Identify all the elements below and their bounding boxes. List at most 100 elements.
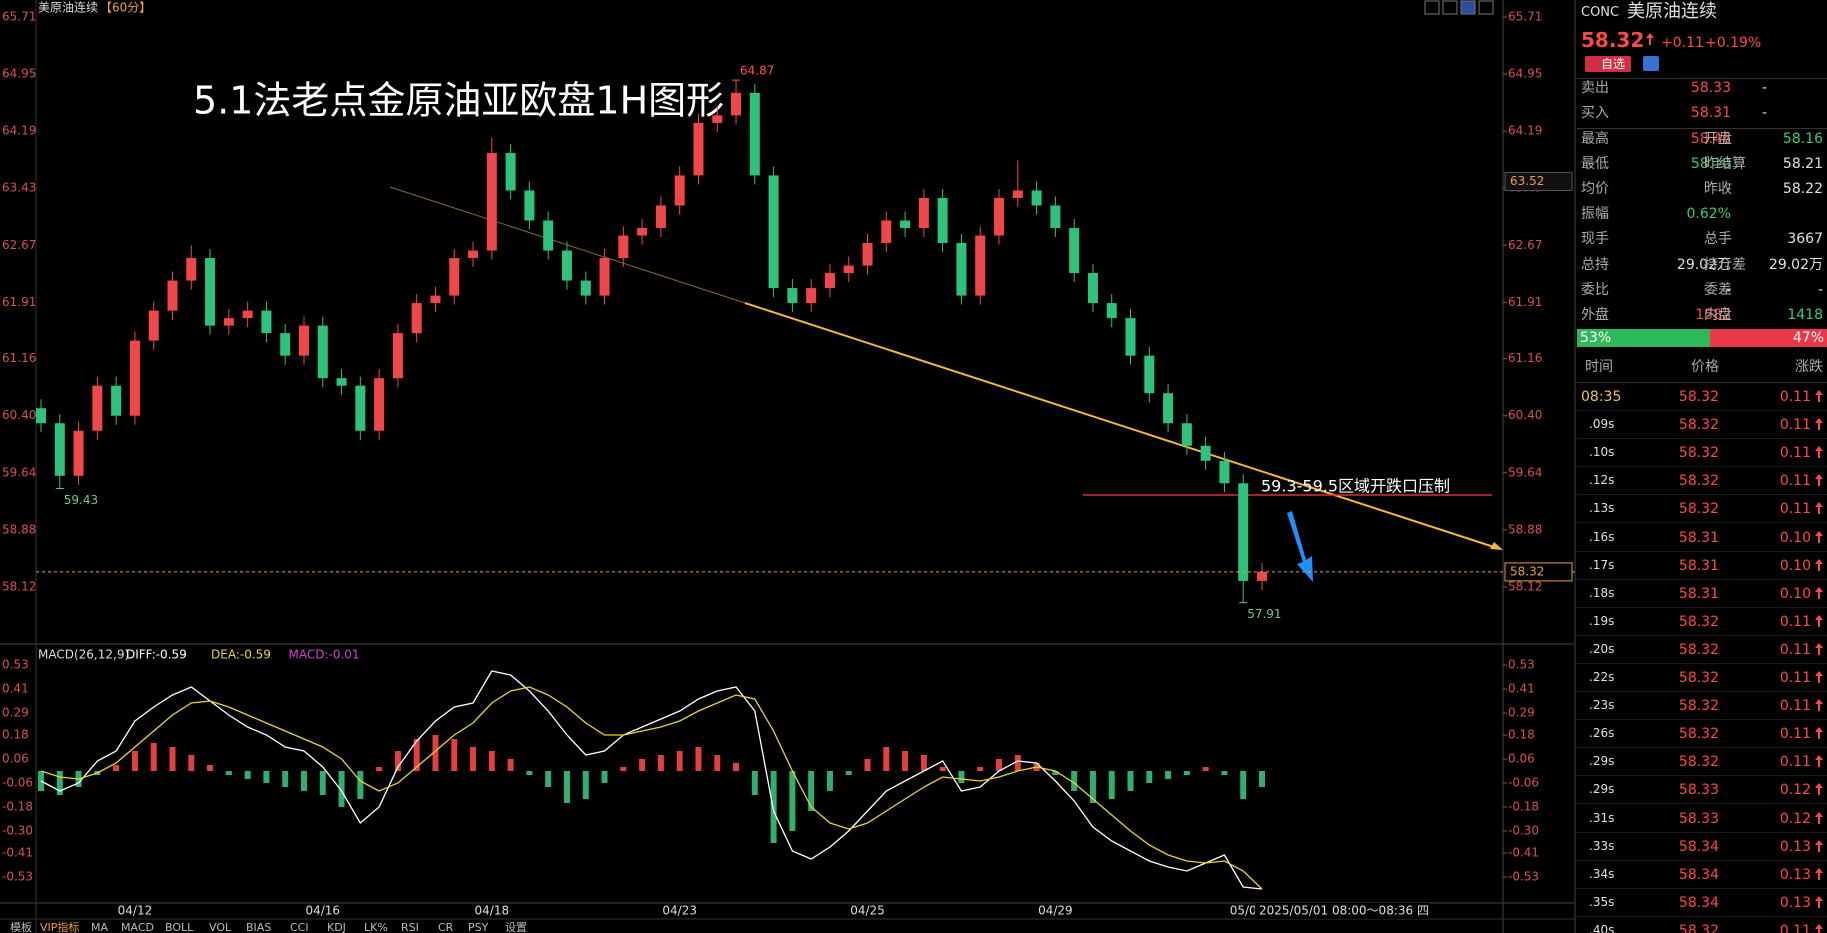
tab[interactable]: BOLL — [165, 921, 194, 933]
separator — [1577, 382, 1827, 383]
tab[interactable]: VOL — [209, 921, 232, 933]
tick-time: .26s — [1589, 726, 1615, 741]
stat-value: 58.16 — [1782, 131, 1823, 147]
row-separator — [1577, 466, 1827, 468]
stat-label: 昨结算 — [1704, 156, 1746, 173]
stat-value: - — [1817, 281, 1823, 298]
tab[interactable]: MA — [91, 921, 108, 933]
candle-body — [73, 430, 84, 476]
y-tick-label-left: -0.06 — [2, 776, 33, 790]
arrow-shape — [1815, 446, 1823, 459]
tick-change: 0.10 — [1779, 585, 1811, 602]
tab[interactable]: 设置 — [505, 921, 527, 933]
up-arrow-icon — [1815, 530, 1823, 543]
arrow-shape — [1815, 671, 1823, 683]
tab[interactable]: KDJ — [327, 921, 346, 933]
tick-time: .16s — [1589, 529, 1615, 544]
ratio-label: 47% — [1792, 330, 1824, 346]
row-separator — [1577, 859, 1827, 861]
alert-button[interactable] — [1643, 56, 1659, 71]
row-separator — [1577, 438, 1827, 440]
tab[interactable]: MACD — [121, 921, 154, 933]
candle-body — [900, 220, 911, 229]
candle-body — [468, 250, 479, 259]
tick-price: 58.32 — [1678, 670, 1719, 686]
candle-body — [1125, 318, 1136, 356]
change-pct: +0.19% — [1705, 35, 1762, 51]
stat-value: 0.62% — [1686, 206, 1731, 223]
up-arrow-icon — [1815, 727, 1823, 740]
tab[interactable]: LK% — [364, 921, 388, 933]
tab[interactable]: CR — [438, 921, 454, 933]
up-arrow-icon — [1646, 33, 1654, 45]
price: 58.32 — [1581, 28, 1645, 52]
stat-value: 58.22 — [1782, 181, 1823, 198]
candle-body — [994, 197, 1005, 236]
row-separator — [1577, 634, 1827, 636]
tick-price: 58.32 — [1678, 641, 1719, 658]
y-tick-label-left: 0.18 — [2, 728, 29, 742]
y-tick-label-right: 0.06 — [1508, 752, 1535, 766]
candle-body — [298, 325, 309, 356]
y-tick-label-left: 61.91 — [2, 295, 36, 309]
time-label-bg — [1255, 903, 1430, 919]
y-tick-label-left: 65.71 — [2, 10, 36, 24]
tick-time: .19s — [1589, 613, 1615, 628]
tool-button[interactable] — [1478, 0, 1494, 15]
tool-button[interactable] — [1460, 0, 1476, 15]
toolbar[interactable] — [1424, 0, 1494, 15]
candle-body — [731, 92, 742, 116]
tick-change: 0.12 — [1779, 810, 1811, 827]
x-tick-label: 04/29 — [1038, 904, 1073, 918]
symbol: 美原油连续 — [38, 0, 98, 15]
tick-price: 58.32 — [1678, 389, 1719, 405]
row-separator — [1577, 887, 1827, 889]
extreme-label: 64.87 — [740, 64, 774, 78]
tool-button[interactable] — [1442, 0, 1458, 15]
last-price-box — [1504, 562, 1573, 582]
y-tick-label-left: 64.19 — [2, 124, 36, 138]
candle-body — [693, 122, 704, 176]
tick-change: 0.13 — [1779, 894, 1811, 911]
candle-body — [129, 340, 140, 416]
candle-body — [918, 197, 929, 229]
candle-body — [580, 280, 591, 296]
y-tick-label-right: -0.41 — [1508, 846, 1539, 860]
tool-button[interactable] — [1424, 0, 1440, 15]
y-tick-label-left: 58.12 — [2, 579, 36, 593]
tick-time: .40s — [1589, 922, 1615, 933]
tab[interactable]: PSY — [468, 921, 489, 933]
tick-price: 58.31 — [1678, 585, 1719, 602]
period: 【60分】 — [100, 1, 151, 15]
y-tick-label-right: 58.12 — [1508, 579, 1542, 593]
y-tick-label-right: 62.67 — [1508, 238, 1542, 252]
tab[interactable]: RSI — [401, 921, 419, 933]
name: 美原油连续 — [1627, 1, 1717, 22]
ticks-header: 价格 — [1691, 359, 1719, 375]
tick-change: 0.11 — [1779, 726, 1811, 743]
tab[interactable]: VIP指标 — [40, 920, 79, 933]
tab[interactable]: BIAS — [246, 921, 271, 933]
candle-body — [524, 190, 535, 221]
watch-button[interactable]: 自选 — [1585, 56, 1632, 72]
tab[interactable]: 模板 — [10, 920, 32, 933]
candle-body — [449, 258, 460, 296]
row-separator — [1577, 662, 1827, 664]
tab[interactable]: CCI — [290, 921, 309, 933]
extreme-label: 57.91 — [1247, 607, 1281, 621]
candle-body — [862, 243, 873, 266]
extreme-label: 59.43 — [64, 493, 98, 507]
tick-time: .29s — [1589, 754, 1615, 769]
tick-time: .33s — [1589, 838, 1615, 853]
tick-change: 0.11 — [1779, 613, 1811, 630]
tick-change: 0.11 — [1779, 698, 1811, 715]
y-tick-label-left: 62.67 — [2, 238, 36, 252]
down-arrow — [1287, 511, 1313, 582]
candle-body — [1050, 205, 1061, 229]
tick-time: .10s — [1589, 445, 1615, 460]
candle-body — [430, 295, 441, 304]
candle-body — [505, 152, 516, 191]
x-tick-label: 04/23 — [662, 904, 697, 918]
tick-time: .20s — [1589, 641, 1615, 656]
y-tick-label-right: 0.18 — [1508, 728, 1535, 742]
